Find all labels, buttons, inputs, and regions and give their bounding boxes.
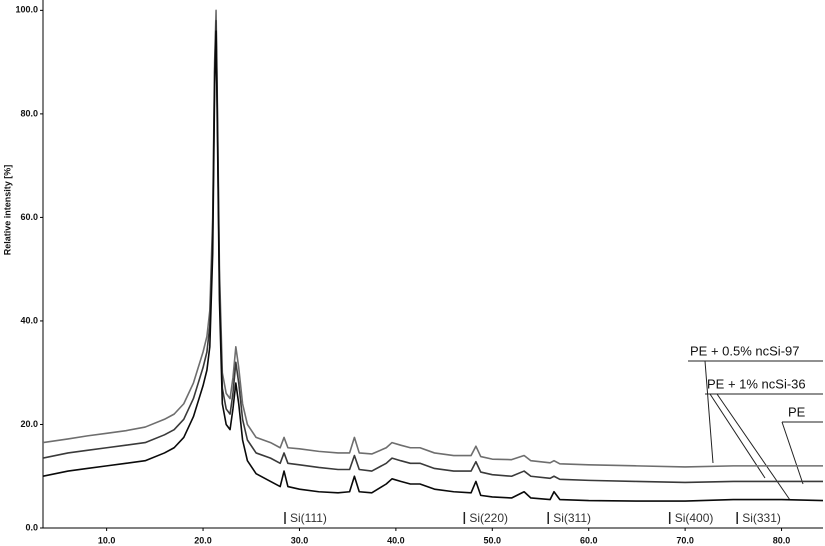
reflection-label: Si(331): [742, 511, 781, 525]
reflection-label: Si(400): [675, 511, 714, 525]
x-tick-label: 10.0: [98, 535, 116, 545]
leader-line: [781, 421, 804, 485]
plot-area: [43, 9, 824, 502]
y-axis-label: Relative intensity [%]: [2, 165, 12, 256]
y-tick-label: 20.0: [20, 419, 38, 429]
x-tick-label: 40.0: [387, 535, 405, 545]
leader-line: [709, 393, 766, 479]
y-tick-label: 80.0: [20, 108, 38, 118]
x-tick-label: 20.0: [194, 535, 212, 545]
x-tick-label: 50.0: [484, 535, 502, 545]
y-tick-label: 100.0: [15, 5, 38, 15]
reflection-label: Si(111): [290, 511, 327, 525]
x-tick-label: 80.0: [773, 535, 791, 545]
leader-line: [716, 393, 791, 501]
x-tick-label: 60.0: [580, 535, 598, 545]
reflection-label: Si(220): [469, 511, 508, 525]
legend-label: PE + 0.5% ncSi-97: [690, 343, 799, 358]
reflection-label: Si(311): [553, 511, 591, 525]
y-tick-label: 0.0: [25, 522, 38, 532]
legend: PE + 0.5% ncSi-97 PE + 1% ncSi-36 PE: [688, 343, 823, 501]
legend-label: PE + 1% ncSi-36: [707, 376, 806, 391]
y-tick-label: 40.0: [20, 315, 38, 325]
series-line: [43, 30, 824, 502]
leader-line: [704, 360, 714, 464]
x-tick-label: 70.0: [676, 535, 694, 545]
legend-label: PE: [788, 404, 806, 419]
series-line: [43, 9, 823, 468]
x-tick-label: 30.0: [291, 535, 309, 545]
y-tick-label: 60.0: [20, 212, 38, 222]
series-line: [43, 19, 823, 484]
